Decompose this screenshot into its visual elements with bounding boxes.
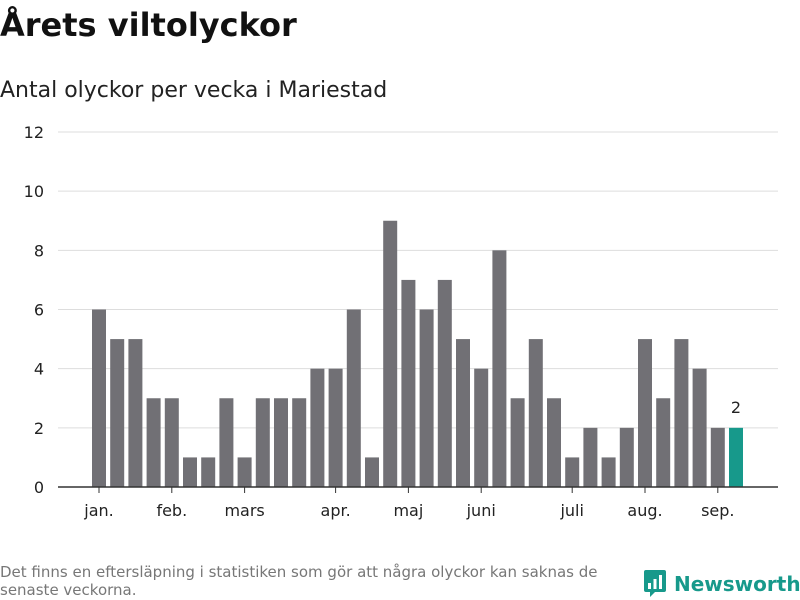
bar bbox=[255, 398, 270, 487]
y-tick-label: 6 bbox=[34, 301, 44, 320]
bar bbox=[401, 279, 416, 487]
y-tick-label: 0 bbox=[34, 478, 44, 497]
x-tick-label: juni bbox=[466, 501, 496, 520]
bar bbox=[365, 457, 379, 487]
x-tick-label: feb. bbox=[156, 501, 187, 520]
bar bbox=[328, 368, 343, 487]
y-tick-label: 8 bbox=[34, 241, 44, 260]
bar bbox=[547, 398, 561, 487]
x-tick-label: maj bbox=[393, 501, 423, 520]
brand: Newsworthy bbox=[642, 569, 800, 599]
bar bbox=[692, 368, 707, 487]
x-tick-label: aug. bbox=[627, 501, 662, 520]
y-tick-label: 2 bbox=[34, 419, 44, 438]
bar bbox=[674, 339, 689, 487]
bar bbox=[92, 309, 106, 487]
bar bbox=[219, 398, 234, 487]
y-tick-label: 4 bbox=[34, 360, 44, 379]
bar bbox=[419, 309, 434, 487]
bar bbox=[146, 398, 161, 487]
bar bbox=[201, 457, 216, 487]
bar bbox=[510, 398, 525, 487]
bar bbox=[619, 427, 634, 487]
x-tick-label: juli bbox=[559, 501, 583, 520]
bar bbox=[310, 368, 325, 487]
bar bbox=[110, 339, 125, 487]
bar bbox=[437, 279, 452, 487]
x-tick-label: mars bbox=[224, 501, 264, 520]
y-tick-label: 12 bbox=[24, 123, 44, 142]
newsworthy-logo-icon bbox=[644, 570, 666, 597]
bar bbox=[492, 250, 507, 487]
bar bbox=[528, 339, 543, 487]
bar bbox=[583, 427, 598, 487]
bar bbox=[292, 398, 307, 487]
bar bbox=[638, 339, 652, 487]
chart-subtitle: Antal olyckor per vecka i Mariestad bbox=[0, 78, 388, 103]
bar bbox=[565, 457, 580, 487]
bar bbox=[474, 368, 489, 487]
bar-highlight bbox=[729, 427, 743, 487]
bar bbox=[456, 339, 470, 487]
bar bbox=[383, 220, 398, 487]
x-tick-label: apr. bbox=[321, 501, 351, 520]
bar-value-label: 2 bbox=[731, 398, 741, 417]
bar bbox=[237, 457, 252, 487]
bar-chart: 0 2 4 6 8 10 12 jan. feb. mars apr. maj juni juli aug.… bbox=[24, 123, 778, 520]
bar bbox=[274, 398, 288, 487]
bar bbox=[346, 309, 361, 487]
bar bbox=[601, 457, 616, 487]
footnote: Det finns en eftersläpning i statistiken… bbox=[0, 563, 598, 599]
bar bbox=[128, 339, 143, 487]
brand-name: Newsworthy bbox=[674, 572, 800, 596]
x-tick-label: jan. bbox=[83, 501, 113, 520]
chart-title: Årets viltolyckor bbox=[0, 6, 297, 44]
bar bbox=[164, 398, 179, 487]
bar bbox=[183, 457, 197, 487]
bar bbox=[656, 398, 671, 487]
y-tick-label: 10 bbox=[24, 182, 44, 201]
bar bbox=[710, 427, 725, 487]
x-tick-label: sep. bbox=[701, 501, 734, 520]
